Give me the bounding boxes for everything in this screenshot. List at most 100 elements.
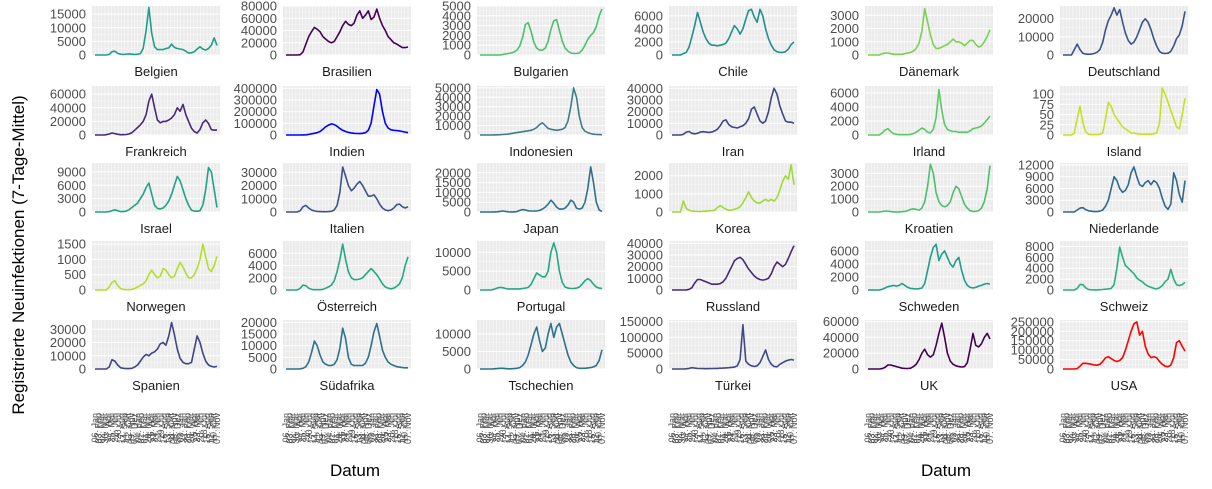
x-tick-label: 01. Mär bbox=[139, 413, 149, 444]
x-tick-label: 13. Sep bbox=[548, 413, 558, 444]
y-tick-label: 10000 bbox=[627, 116, 663, 131]
x-tick-label: 18. Jul bbox=[972, 413, 982, 440]
y-tick-label: 60000 bbox=[823, 314, 859, 329]
y-tick-label: 30000 bbox=[627, 93, 663, 108]
x-tick-label: 26. Apr bbox=[146, 413, 156, 442]
y-tick-label: 20000 bbox=[1018, 11, 1054, 26]
x-tick-label: 16. Aug bbox=[932, 413, 942, 444]
series-line bbox=[868, 163, 991, 213]
y-tick-label: 0 bbox=[656, 205, 663, 220]
y-tick-label: 0 bbox=[1047, 128, 1054, 143]
panel-title: Niederlande bbox=[1089, 221, 1159, 236]
x-tick-label: 20. Jun bbox=[581, 413, 591, 443]
x-tick-label: 30. Mär bbox=[677, 413, 687, 444]
y-tick-label: 25 bbox=[1040, 117, 1054, 132]
x-tick-label: 22. Jun bbox=[1078, 413, 1088, 443]
y-tick-label: 0 bbox=[1047, 205, 1054, 220]
x-tick-label: 28. Mär bbox=[571, 413, 581, 444]
x-tick-label: 16. Aug bbox=[1127, 413, 1137, 444]
y-tick-label: 150000 bbox=[620, 314, 663, 329]
x-tick-label: 24. Mai bbox=[922, 413, 932, 443]
y-tick-label: 200000 bbox=[1011, 324, 1054, 339]
x-tick-label: 28. Mär bbox=[1154, 413, 1164, 444]
x-tick-label: 24. Mai bbox=[1117, 413, 1127, 443]
y-tick-label: 4000 bbox=[830, 100, 859, 115]
panel-background bbox=[669, 163, 797, 212]
x-tick-label: 09. Nov bbox=[511, 413, 521, 445]
series-line bbox=[95, 321, 218, 370]
x-tick-label: 29. Mär bbox=[916, 413, 926, 444]
panel-title: UK bbox=[920, 378, 938, 393]
y-tick-label: 15000 bbox=[50, 7, 86, 22]
y-tick-label: 10000 bbox=[1018, 29, 1054, 44]
x-tick-label: 25. Apr bbox=[1157, 413, 1167, 442]
x-tick-label: 21. Jun bbox=[344, 413, 354, 443]
x-tick-label: 14. Sep bbox=[697, 413, 707, 444]
series-line bbox=[286, 88, 409, 136]
panel-title: Island bbox=[1107, 144, 1142, 159]
x-tick-label: 25. Mai bbox=[491, 413, 501, 443]
y-tick-label: 20000 bbox=[627, 259, 663, 274]
panel-title: Tschechien bbox=[508, 378, 573, 393]
x-tick-label: 10. Okt bbox=[786, 413, 796, 443]
x-tick-label: 24. Mai bbox=[534, 413, 544, 443]
x-tick-label: 25. Apr bbox=[574, 413, 584, 442]
y-tick-label: 9000 bbox=[57, 164, 86, 179]
x-tick-label: 01. Mär bbox=[716, 413, 726, 444]
x-tick-label: 25. Apr bbox=[962, 413, 972, 442]
x-tick-label: 12. Okt bbox=[508, 413, 518, 443]
x-tick-label: 07. Dez bbox=[515, 413, 525, 445]
panel-title: Brasilien bbox=[322, 64, 372, 79]
x-tick-label: 26. Apr bbox=[723, 413, 733, 442]
y-tick-label: 20000 bbox=[823, 346, 859, 361]
y-tick-label: 20000 bbox=[241, 315, 277, 330]
y-tick-label: 0 bbox=[852, 362, 859, 377]
y-tick-label: 2000 bbox=[830, 179, 859, 194]
x-tick-label: 10. Okt bbox=[982, 413, 992, 443]
x-tick-label: 02. Mär bbox=[1065, 413, 1075, 444]
x-tick-label: 21. Jun bbox=[730, 413, 740, 443]
series-line bbox=[1063, 166, 1186, 213]
y-tick-label: 5000 bbox=[442, 0, 471, 14]
x-tick-label: 21. Jun bbox=[538, 413, 548, 443]
y-tick-label: 6000 bbox=[1025, 181, 1054, 196]
x-tick-label: 27. Apr bbox=[294, 413, 304, 442]
y-tick-label: 1000 bbox=[57, 252, 86, 267]
panel-deutschland: 0 10000 20000 Deutschland bbox=[1018, 6, 1188, 79]
x-tick-label: 15. Aug bbox=[975, 413, 985, 444]
panel-title: Deutschland bbox=[1088, 64, 1160, 79]
x-tick-label: 27. Apr bbox=[488, 413, 498, 442]
x-tick-label: 30. Mär bbox=[873, 413, 883, 444]
x-tick-label: 12. Okt bbox=[896, 413, 906, 443]
y-tick-label: 400000 bbox=[234, 81, 277, 96]
x-tick-label: 12. Okt bbox=[1091, 413, 1101, 443]
y-tick-label: 2000 bbox=[830, 114, 859, 129]
y-tick-label: 5000 bbox=[442, 195, 471, 210]
x-tick-label: 10. Okt bbox=[1177, 413, 1187, 443]
y-tick-label: 100000 bbox=[620, 330, 663, 345]
x-tick-label: 29. Mär bbox=[528, 413, 538, 444]
x-tick-label: 25. Mai bbox=[106, 413, 116, 443]
x-tick-label: 19. Jul bbox=[347, 413, 357, 440]
x-tick-label: 11. Okt bbox=[939, 413, 949, 442]
x-tick-label: 25. Apr bbox=[189, 413, 199, 442]
series-line bbox=[286, 8, 409, 56]
x-tick-label: 19. Jul bbox=[733, 413, 743, 440]
y-tick-label: 5000 bbox=[442, 344, 471, 359]
x-tick-label: 13. Sep bbox=[740, 413, 750, 444]
x-tick-label: 14. Sep bbox=[120, 413, 130, 444]
x-tick-label: 29. Mär bbox=[143, 413, 153, 444]
x-tick-label: 04. Jan bbox=[518, 413, 528, 443]
y-tick-label: 100000 bbox=[234, 116, 277, 131]
y-tick-label: 3000 bbox=[57, 191, 86, 206]
x-tick-label: 15. Aug bbox=[587, 413, 597, 444]
x-tick-label: 18. Jul bbox=[199, 413, 209, 440]
x-tick-label: 13. Sep bbox=[163, 413, 173, 444]
